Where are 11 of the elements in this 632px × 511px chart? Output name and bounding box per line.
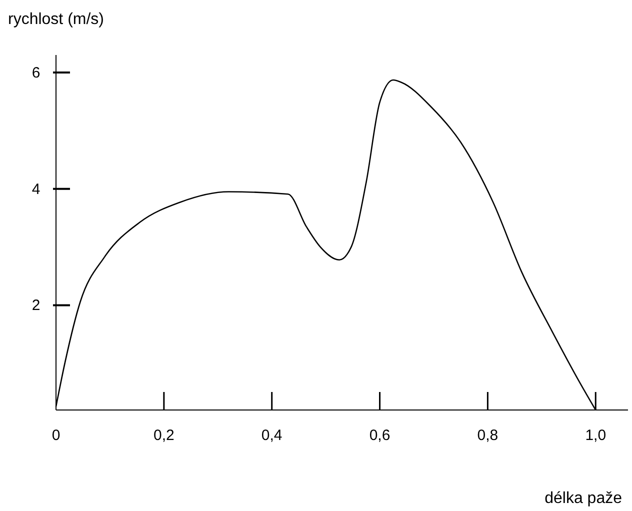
- x-tick-label: 1,0: [585, 427, 606, 444]
- y-tick-label: 2: [32, 297, 40, 314]
- y-tick-label: 4: [32, 180, 40, 198]
- x-tick-label: 0,6: [369, 427, 390, 444]
- x-tick-label: 0,8: [477, 427, 498, 444]
- x-axis-title: délka paže: [544, 490, 622, 507]
- y-tick-label: 6: [32, 64, 40, 82]
- x-tick-label: 0,2: [153, 427, 174, 444]
- y-axis-title: rychlost (m/s): [8, 11, 104, 28]
- x-tick-label: 0: [52, 427, 60, 444]
- x-tick-label: 0,4: [261, 427, 282, 444]
